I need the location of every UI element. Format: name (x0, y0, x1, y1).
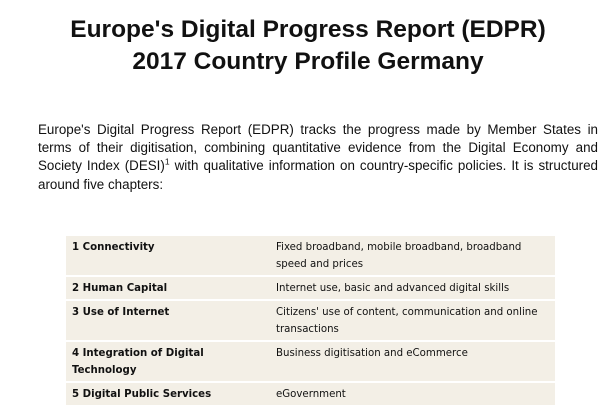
chapter-name: 2 Human Capital (66, 276, 266, 301)
chapter-description: Business digitisation and eCommerce (266, 341, 555, 383)
title-line-1: Europe's Digital Progress Report (EDPR) (70, 16, 546, 43)
chapter-name: 4 Integration of Digital Technology (66, 341, 266, 383)
intro-paragraph: Europe's Digital Progress Report (EDPR) … (38, 121, 598, 194)
chapter-description: Fixed broadband, mobile broadband, broad… (266, 236, 555, 277)
table-row: 1 Connectivity Fixed broadband, mobile b… (66, 236, 555, 277)
chapters-table: 1 Connectivity Fixed broadband, mobile b… (66, 236, 555, 407)
chapter-name: 1 Connectivity (66, 236, 266, 277)
intro-text-continued: with qualitative information on country-… (38, 158, 598, 192)
table-row: 4 Integration of Digital Technology Busi… (66, 341, 555, 383)
table-row: 2 Human Capital Internet use, basic and … (66, 276, 555, 301)
title-line-2: 2017 Country Profile Germany (132, 48, 484, 75)
footnote-marker[interactable]: 1 (164, 156, 170, 167)
table-row: 5 Digital Public Services eGovernment (66, 382, 555, 407)
table-row: 3 Use of Internet Citizens' use of conte… (66, 300, 555, 342)
chapter-description: Citizens' use of content, communication … (266, 300, 555, 342)
chapter-description: eGovernment (266, 382, 555, 407)
chapter-name: 3 Use of Internet (66, 300, 266, 342)
chapter-description: Internet use, basic and advanced digital… (266, 276, 555, 301)
page-title: Europe's Digital Progress Report (EDPR) … (0, 14, 616, 78)
intro-text: Europe's Digital Progress Report (EDPR) … (38, 122, 598, 174)
chapter-name: 5 Digital Public Services (66, 382, 266, 407)
